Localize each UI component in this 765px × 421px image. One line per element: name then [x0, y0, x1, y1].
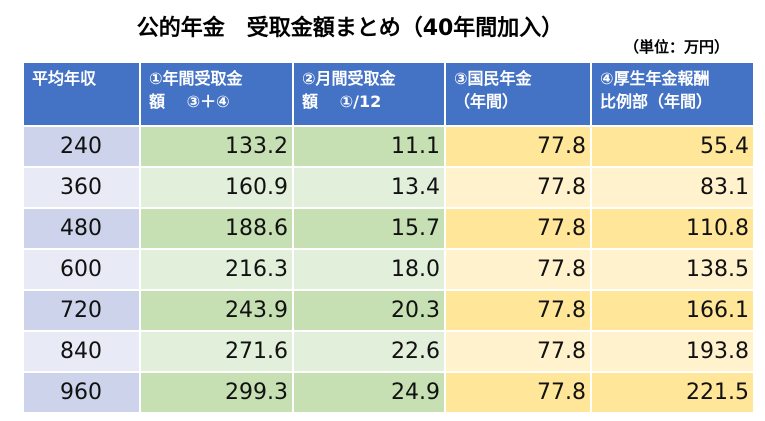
cell-average-income: 720 — [22, 289, 141, 332]
cell-average-income: 240 — [22, 125, 141, 168]
cell-average-income: 960 — [22, 371, 141, 414]
table-row: 480 188.6 15.7 77.8 110.8 — [22, 207, 755, 250]
cell-national-pension: 77.8 — [444, 166, 592, 209]
header-average-income: 平均年収 — [22, 61, 141, 127]
cell-monthly-amount: 22.6 — [292, 330, 446, 373]
header-monthly-amount: ②月間受取金 額 ①/12 — [292, 61, 446, 127]
cell-annual-amount: 299.3 — [139, 371, 294, 414]
header-national-pension: ③国民年金 （年間） — [444, 61, 592, 127]
pension-table: 平均年収 ①年間受取金 額 ③＋④ ②月間受取金 額 ①/12 ③国民年金 （年… — [22, 61, 755, 414]
header-employee-pension: ④厚生年金報酬 比例部（年間） — [590, 61, 755, 127]
cell-annual-amount: 188.6 — [139, 207, 294, 250]
cell-employee-pension: 83.1 — [590, 166, 755, 209]
cell-national-pension: 77.8 — [444, 289, 592, 332]
cell-annual-amount: 133.2 — [139, 125, 294, 168]
cell-monthly-amount: 20.3 — [292, 289, 446, 332]
cell-national-pension: 77.8 — [444, 125, 592, 168]
cell-annual-amount: 271.6 — [139, 330, 294, 373]
cell-monthly-amount: 18.0 — [292, 248, 446, 291]
cell-national-pension: 77.8 — [444, 207, 592, 250]
table-row: 360 160.9 13.4 77.8 83.1 — [22, 166, 755, 209]
cell-national-pension: 77.8 — [444, 248, 592, 291]
cell-monthly-amount: 24.9 — [292, 371, 446, 414]
cell-average-income: 480 — [22, 207, 141, 250]
cell-annual-amount: 160.9 — [139, 166, 294, 209]
cell-employee-pension: 55.4 — [590, 125, 755, 168]
cell-national-pension: 77.8 — [444, 330, 592, 373]
cell-monthly-amount: 13.4 — [292, 166, 446, 209]
header-row: 平均年収 ①年間受取金 額 ③＋④ ②月間受取金 額 ①/12 ③国民年金 （年… — [22, 61, 755, 127]
cell-annual-amount: 216.3 — [139, 248, 294, 291]
cell-average-income: 600 — [22, 248, 141, 291]
cell-monthly-amount: 11.1 — [292, 125, 446, 168]
cell-annual-amount: 243.9 — [139, 289, 294, 332]
cell-employee-pension: 110.8 — [590, 207, 755, 250]
cell-average-income: 840 — [22, 330, 141, 373]
table-row: 720 243.9 20.3 77.8 166.1 — [22, 289, 755, 332]
cell-employee-pension: 166.1 — [590, 289, 755, 332]
cell-employee-pension: 138.5 — [590, 248, 755, 291]
page-title: 公的年金 受取金額まとめ（40年間加入） — [136, 16, 564, 41]
cell-national-pension: 77.8 — [444, 371, 592, 414]
table-row: 960 299.3 24.9 77.8 221.5 — [22, 371, 755, 414]
cell-average-income: 360 — [22, 166, 141, 209]
table-row: 240 133.2 11.1 77.8 55.4 — [22, 125, 755, 168]
header-annual-amount: ①年間受取金 額 ③＋④ — [139, 61, 294, 127]
unit-label: （単位：万円） — [623, 38, 729, 56]
table-row: 840 271.6 22.6 77.8 193.8 — [22, 330, 755, 373]
cell-employee-pension: 193.8 — [590, 330, 755, 373]
cell-employee-pension: 221.5 — [590, 371, 755, 414]
table-row: 600 216.3 18.0 77.8 138.5 — [22, 248, 755, 291]
cell-monthly-amount: 15.7 — [292, 207, 446, 250]
